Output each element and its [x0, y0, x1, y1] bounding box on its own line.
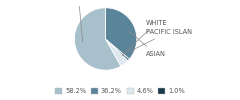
Wedge shape	[74, 8, 121, 70]
Wedge shape	[106, 39, 128, 66]
Text: WHITE: WHITE	[122, 20, 167, 56]
Text: ASIAN: ASIAN	[129, 31, 165, 57]
Wedge shape	[106, 8, 137, 59]
Text: PACIFIC ISLAN: PACIFIC ISLAN	[126, 29, 192, 54]
Wedge shape	[106, 39, 129, 61]
Legend: 58.2%, 36.2%, 4.6%, 1.0%: 58.2%, 36.2%, 4.6%, 1.0%	[53, 85, 187, 97]
Text: HISPANIC: HISPANIC	[63, 0, 94, 42]
